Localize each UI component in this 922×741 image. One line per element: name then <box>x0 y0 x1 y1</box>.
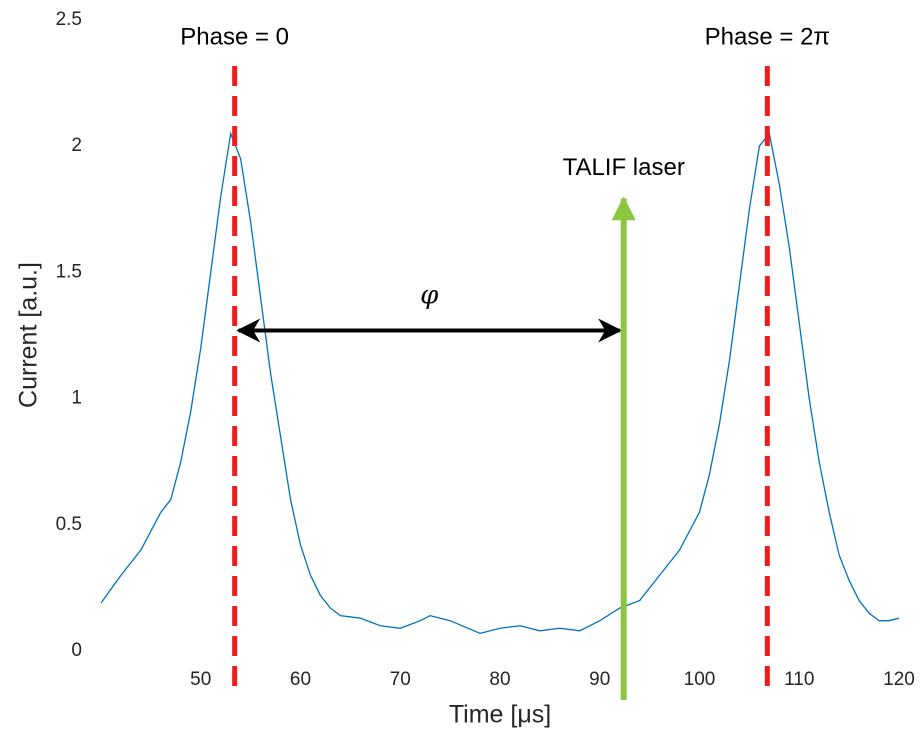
phase-label: Phase = 2π <box>705 23 830 50</box>
y-tick-label: 2 <box>71 135 82 156</box>
phase-label: Phase = 0 <box>180 23 289 50</box>
x-tick-label: 70 <box>390 669 411 690</box>
x-tick-label: 110 <box>784 669 814 690</box>
x-tick-label: 90 <box>589 669 610 690</box>
x-tick-label: 80 <box>489 669 510 690</box>
laser-label: TALIF laser <box>563 154 685 181</box>
x-axis-label: Time [μs] <box>449 701 551 729</box>
x-tick-label: 120 <box>883 669 915 690</box>
y-tick-label: 0.5 <box>56 514 82 535</box>
y-tick-label: 1 <box>71 388 82 409</box>
data-line <box>100 131 900 635</box>
x-tick-label: 60 <box>290 669 311 690</box>
x-tick-label: 50 <box>190 669 211 690</box>
phase-symbol: φ <box>420 280 439 310</box>
y-tick-label: 0 <box>71 640 82 661</box>
y-tick-label: 1.5 <box>56 261 82 282</box>
y-tick-label: 2.5 <box>56 9 82 30</box>
y-axis-label: Current [a.u.] <box>15 262 43 408</box>
x-tick-label: 100 <box>684 669 716 690</box>
